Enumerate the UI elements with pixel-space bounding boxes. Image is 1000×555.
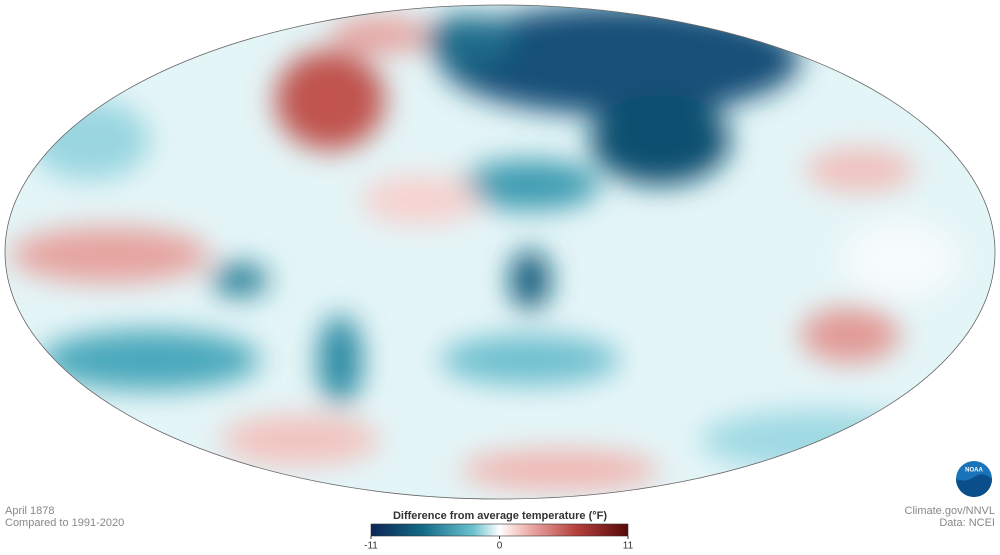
date: April 1878 (5, 505, 55, 517)
colorbar-tick-label: -11 (364, 541, 378, 552)
colorbar (370, 523, 629, 537)
colorbar-tick-label: 0 (497, 541, 503, 552)
globe-outline (4, 4, 996, 500)
logo-text: NOAA (965, 468, 983, 474)
noaa-logo: NOAA (956, 461, 992, 497)
baseline: Compared to 1991-2020 (5, 517, 124, 529)
anomaly-map (5, 5, 995, 499)
credit: Climate.gov/NNVL (905, 505, 995, 517)
colorbar-tick-label: 11 (623, 541, 634, 552)
colorbar-title: Difference from average temperature (°F) (393, 510, 607, 522)
source: Data: NCEI (939, 517, 995, 529)
